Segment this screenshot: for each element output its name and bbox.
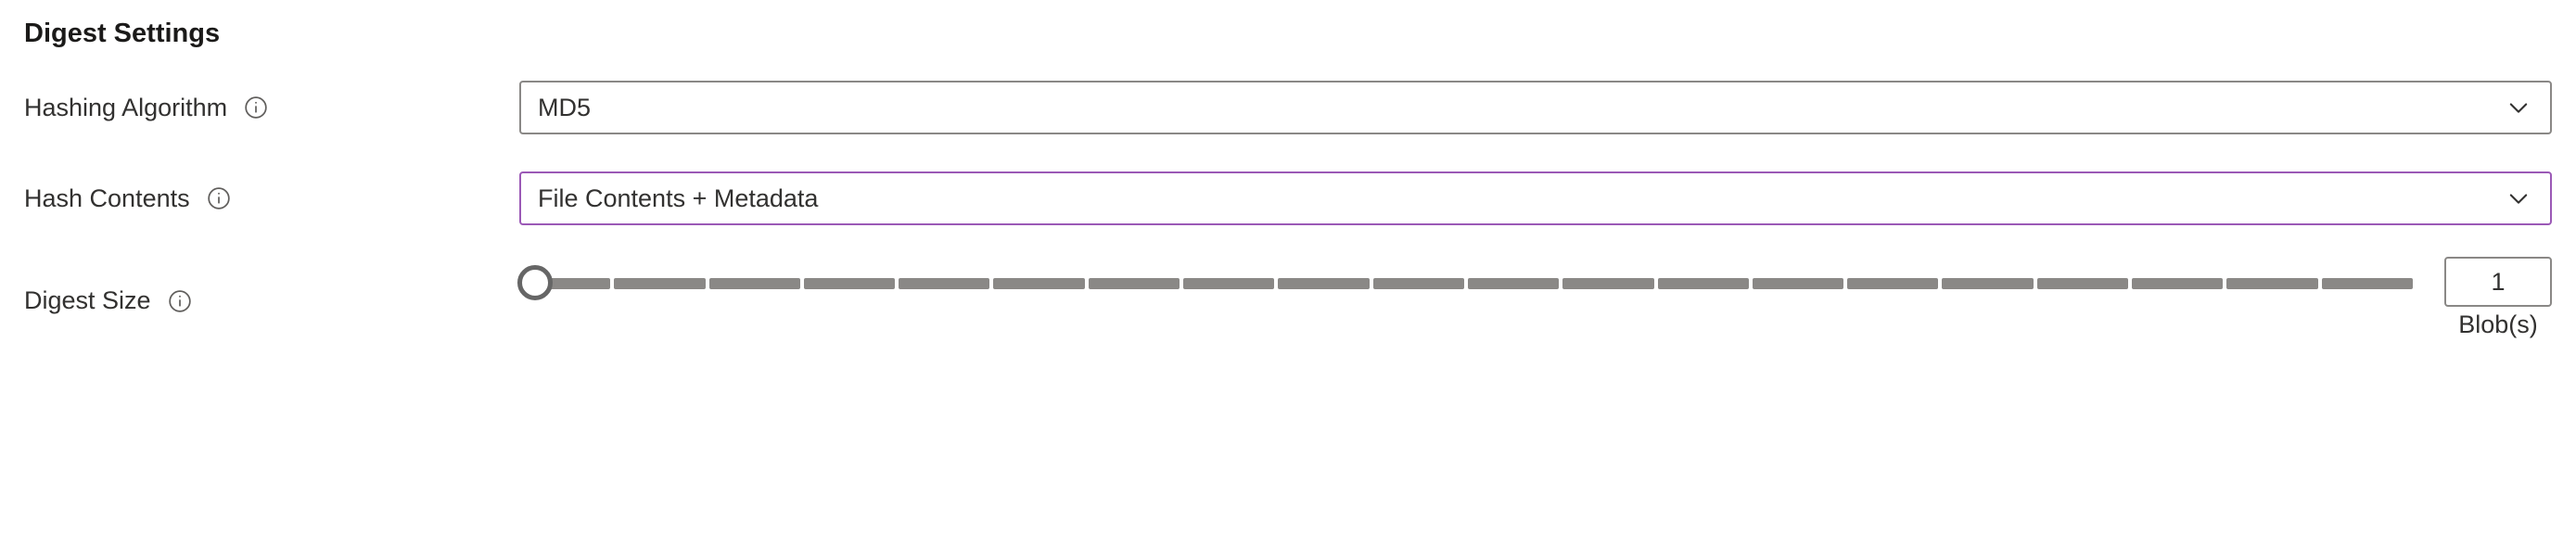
digest-size-slider[interactable] bbox=[519, 262, 2413, 303]
slider-thumb[interactable] bbox=[517, 265, 553, 300]
label-cell-digest-size: Digest Size bbox=[24, 286, 519, 315]
control-cell-hashing-algorithm: MD5 bbox=[519, 81, 2552, 134]
select-hash-contents[interactable]: File Contents + Metadata bbox=[519, 171, 2552, 225]
info-icon[interactable] bbox=[244, 95, 268, 120]
slider-segment bbox=[899, 278, 989, 289]
slider-segment bbox=[1183, 278, 1274, 289]
slider-segment bbox=[614, 278, 705, 289]
slider-segment bbox=[1373, 278, 1464, 289]
info-icon[interactable] bbox=[207, 186, 231, 210]
slider-segment bbox=[2226, 278, 2317, 289]
slider-segment bbox=[1089, 278, 1180, 289]
label-cell-hashing-algorithm: Hashing Algorithm bbox=[24, 94, 519, 122]
control-cell-digest-size: 1 Blob(s) bbox=[519, 262, 2552, 339]
digest-size-value-column: 1 Blob(s) bbox=[2444, 257, 2552, 339]
digest-size-unit-label: Blob(s) bbox=[2458, 311, 2538, 339]
chevron-down-icon bbox=[2506, 95, 2531, 120]
select-hashing-algorithm[interactable]: MD5 bbox=[519, 81, 2552, 134]
label-hashing-algorithm: Hashing Algorithm bbox=[24, 94, 227, 122]
slider-segment bbox=[2037, 278, 2128, 289]
row-hashing-algorithm: Hashing Algorithm MD5 bbox=[24, 81, 2552, 134]
slider-segment bbox=[1468, 278, 1559, 289]
chevron-down-icon bbox=[2506, 185, 2531, 211]
label-digest-size: Digest Size bbox=[24, 286, 151, 315]
label-hash-contents: Hash Contents bbox=[24, 184, 190, 213]
control-cell-hash-contents: File Contents + Metadata bbox=[519, 171, 2552, 225]
row-digest-size: Digest Size 1 Blob(s) bbox=[24, 262, 2552, 339]
slider-segment bbox=[1753, 278, 1843, 289]
select-value-hash-contents: File Contents + Metadata bbox=[538, 184, 818, 213]
slider-segment bbox=[804, 278, 895, 289]
slider-track bbox=[519, 278, 2413, 289]
digest-size-value-input[interactable]: 1 bbox=[2444, 257, 2552, 307]
slider-segment bbox=[2322, 278, 2413, 289]
section-title: Digest Settings bbox=[24, 19, 2552, 49]
slider-segment bbox=[2132, 278, 2223, 289]
slider-segment bbox=[993, 278, 1084, 289]
slider-segment bbox=[709, 278, 800, 289]
slider-segment bbox=[1658, 278, 1749, 289]
select-value-hashing-algorithm: MD5 bbox=[538, 94, 591, 122]
slider-segment bbox=[1562, 278, 1653, 289]
info-icon[interactable] bbox=[168, 289, 192, 313]
slider-segment bbox=[1847, 278, 1938, 289]
slider-segment bbox=[1942, 278, 2033, 289]
slider-segment bbox=[1278, 278, 1369, 289]
row-hash-contents: Hash Contents File Contents + Metadata bbox=[24, 171, 2552, 225]
label-cell-hash-contents: Hash Contents bbox=[24, 184, 519, 213]
